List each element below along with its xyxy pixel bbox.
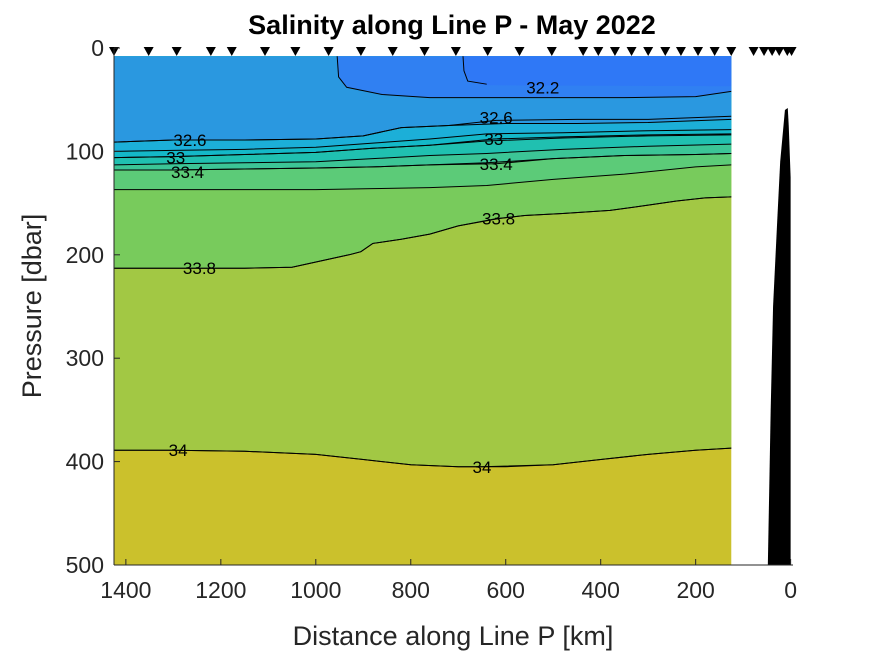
x-tick-label: 0 (784, 577, 797, 603)
contour-label: 34 (473, 458, 492, 477)
station-marker (143, 47, 154, 56)
station-marker (748, 47, 759, 56)
contour-label: 33.8 (482, 210, 515, 229)
contour-33 (114, 133, 732, 159)
chart-title: Salinity along Line P - May 2022 (248, 10, 656, 40)
contour-33-6 (114, 164, 732, 191)
y-tick-label: 200 (66, 242, 104, 268)
station-marker (355, 47, 366, 56)
y-tick-label: 100 (66, 138, 104, 164)
contour-32-8 (114, 129, 732, 152)
station-marker (593, 47, 604, 56)
station-marker (626, 47, 637, 56)
station-marker (226, 47, 237, 56)
contour-32-2 (336, 56, 732, 99)
x-tick-label: 1400 (100, 577, 151, 603)
station-marker (171, 47, 182, 56)
station-marker (419, 47, 430, 56)
contour-label: 33.4 (480, 155, 513, 174)
station-marker (726, 47, 737, 56)
contour-33-4 (114, 152, 732, 171)
x-tick-label: 1000 (290, 577, 341, 603)
station-marker (450, 47, 461, 56)
contour-33-8 (114, 196, 732, 269)
seafloor (767, 107, 791, 565)
contour-32-6 (114, 115, 732, 143)
x-tick-label: 600 (487, 577, 525, 603)
x-tick-label: 200 (676, 577, 714, 603)
station-marker (482, 47, 493, 56)
station-marker (709, 47, 720, 56)
station-marker (323, 47, 334, 56)
seafloor-shape (767, 107, 791, 565)
station-marker (609, 47, 620, 56)
x-tick-label: 1200 (195, 577, 246, 603)
contour-label: 33.4 (171, 163, 204, 182)
x-tick-label: 400 (582, 577, 620, 603)
y-axis-label: Pressure [dbar] (17, 214, 47, 399)
axes (113, 48, 793, 566)
y-ticks: 0 100 200 300 400 500 (66, 35, 120, 578)
y-tick-label: 0 (91, 35, 104, 61)
y-tick-label: 300 (66, 345, 104, 371)
station-marker (759, 47, 770, 56)
contour-label: 33 (484, 130, 503, 149)
station-marker (675, 47, 686, 56)
station-marker (259, 47, 270, 56)
contour-label: 32.6 (480, 108, 513, 127)
contour-33-2 (114, 143, 732, 166)
x-tick-label: 800 (392, 577, 430, 603)
contour-lines (114, 56, 732, 468)
contour-intrusion (462, 56, 487, 85)
station-marker (693, 47, 704, 56)
station-marker (205, 47, 216, 56)
station-marker (774, 47, 785, 56)
station-marker (546, 47, 557, 56)
station-marker (290, 47, 301, 56)
station-marker (767, 47, 778, 56)
contour-label: 33 (166, 149, 185, 168)
x-axis-label: Distance along Line P [km] (293, 621, 614, 651)
contour-label: 34 (169, 441, 188, 460)
contour-label: 32.2 (526, 78, 559, 97)
contour-34 (114, 447, 732, 468)
station-marker (643, 47, 654, 56)
band-freshest (462, 56, 732, 87)
station-markers (109, 47, 797, 56)
station-marker (660, 47, 671, 56)
contour-label: 32.6 (173, 131, 206, 150)
x-ticks: 1400 1200 1000 800 600 400 200 0 (100, 559, 797, 603)
y-tick-label: 500 (66, 552, 104, 578)
station-marker (578, 47, 589, 56)
station-marker (514, 47, 525, 56)
station-marker (786, 47, 797, 56)
contour-label: 33.8 (183, 259, 216, 278)
y-tick-label: 400 (66, 449, 104, 475)
station-marker (387, 47, 398, 56)
